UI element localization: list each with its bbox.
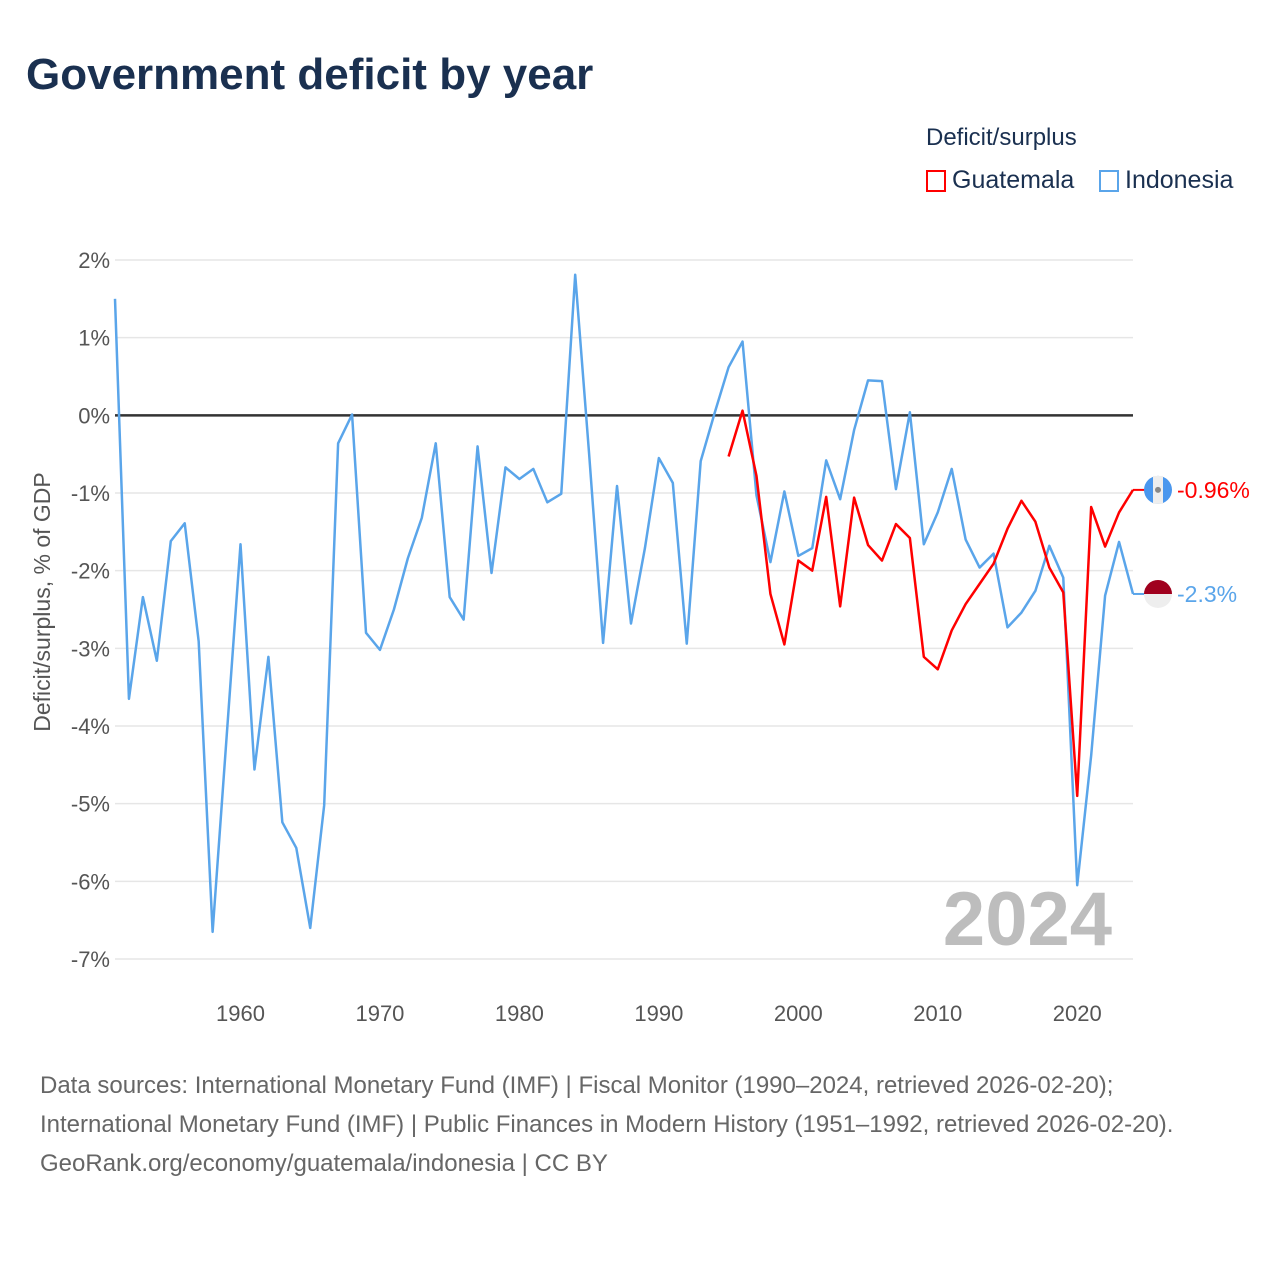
series-line-indonesia [113, 273, 1135, 934]
series-line-guatemala [727, 409, 1135, 798]
legend-title: Deficit/surplus [926, 124, 1077, 151]
legend-label: Indonesia [1125, 166, 1234, 194]
y-tick-label: 1% [78, 326, 110, 351]
y-tick-label: -4% [71, 714, 110, 739]
data-sources: Data sources: International Monetary Fun… [40, 1072, 1174, 1138]
flag-lower-half [1144, 593, 1172, 608]
y-tick-label: -3% [71, 636, 110, 661]
x-tick-label: 1990 [634, 1001, 683, 1026]
end-value-label: -2.3% [1177, 581, 1237, 607]
flag-emblem [1155, 486, 1161, 493]
y-axis-label: Deficit/surplus, % of GDP [29, 472, 55, 731]
line-chart: 2024 Deficit/surplus, % of GDP 2% 1% 0% -1%… [29, 248, 1250, 1026]
x-tick-label: 1970 [355, 1001, 404, 1026]
legend-label: Guatemala [952, 166, 1075, 194]
y-tick-label: 2% [78, 248, 110, 273]
end-value-label: -0.96% [1177, 477, 1250, 503]
legend-item-indonesia[interactable]: Indonesia [1099, 166, 1233, 195]
y-tick-label: -2% [71, 559, 110, 584]
x-tick-label: 2010 [913, 1001, 962, 1026]
y-tick-label: -6% [71, 869, 110, 894]
legend-swatch [926, 169, 946, 192]
indonesia-flag-icon [1144, 579, 1172, 594]
y-tick-label: 0% [78, 403, 110, 428]
credit-link[interactable]: GeoRank.org/economy/guatemala/indonesia … [40, 1150, 608, 1177]
x-tick-label: 1960 [216, 1001, 265, 1026]
y-tick-label: -7% [71, 947, 110, 972]
x-tick-label: 2000 [774, 1001, 823, 1026]
x-tick-label: 2020 [1053, 1001, 1102, 1026]
legend-item-guatemala[interactable]: Guatemala [926, 166, 1074, 195]
legend-swatch [1099, 169, 1119, 192]
x-tick-label: 1980 [495, 1001, 544, 1026]
y-tick-label: -5% [71, 792, 110, 817]
chart-title: Government deficit by year [26, 50, 594, 99]
footer: Data sources: International Monetary Fun… [40, 1066, 1240, 1183]
y-tick-label: -1% [71, 481, 110, 506]
year-watermark: 2024 [943, 877, 1112, 962]
